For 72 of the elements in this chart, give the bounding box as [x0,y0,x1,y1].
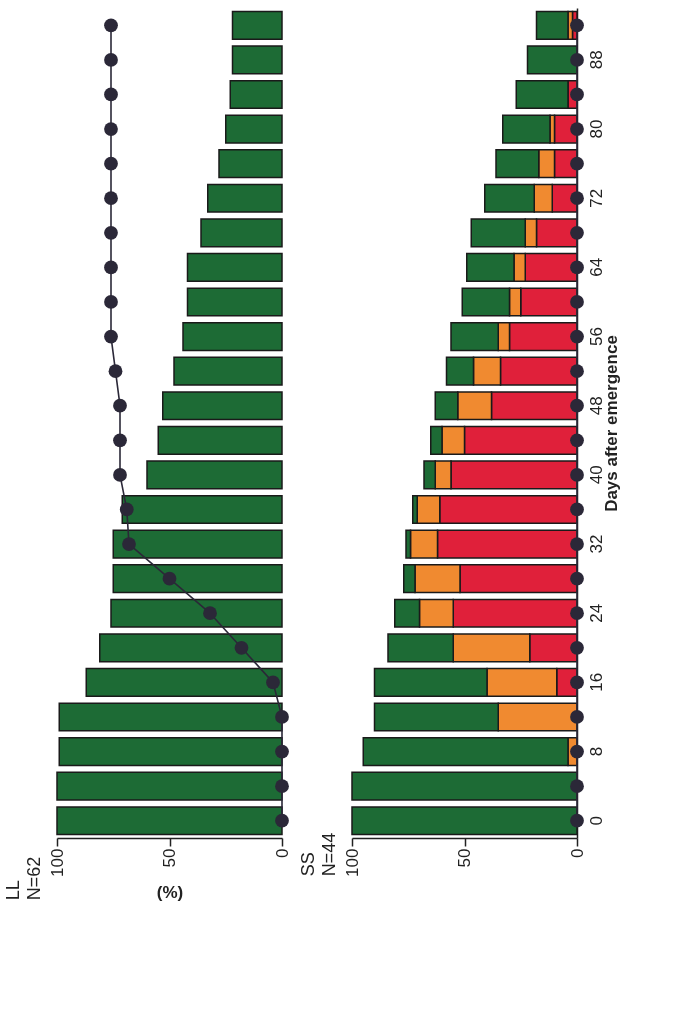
point [104,260,118,275]
point [104,53,118,67]
point [113,468,127,482]
point [162,571,177,586]
point [275,779,289,793]
x-axis-title: (%) [156,882,184,902]
point [104,329,118,344]
point [113,433,127,448]
bar [99,633,283,663]
bar [112,529,283,559]
bar [218,149,283,179]
bar [146,460,283,490]
bar [56,771,283,801]
y-tick-label: 80 [586,119,606,139]
bar [110,598,283,628]
text: LL [3,880,23,901]
bar [200,218,283,248]
bar [502,114,551,144]
bar [58,736,283,767]
y-tick-label: 32 [586,534,606,554]
bar [225,114,283,144]
bar [186,252,283,282]
bar [526,45,578,75]
y-tick-label: 16 [586,672,606,692]
point [275,744,289,759]
point [104,122,118,136]
y-tick-label: 64 [586,257,606,277]
bar [112,564,283,594]
x-tick-label: 0 [567,848,587,858]
point [108,364,123,378]
point [234,640,249,655]
x-tick-label: 100 [47,848,67,877]
x-tick-label: 50 [160,848,179,868]
bar [56,806,283,836]
point [122,537,136,551]
point [275,813,289,828]
y-tick-label: 24 [586,603,606,623]
point [203,606,217,621]
bar [229,79,283,110]
point [104,295,118,309]
bar [207,183,283,213]
bar [173,356,283,386]
y-tick-label: 8 [586,746,606,757]
text: N=44 [319,832,339,877]
bar [85,667,283,697]
bar [182,321,283,352]
x-tick-label: 100 [342,848,362,877]
bar [162,391,283,421]
y-tick-label: 72 [586,188,606,208]
bar [186,287,283,317]
point [266,675,280,690]
point [275,710,289,724]
bar [58,702,283,732]
point [113,398,127,413]
x-tick-label: 0 [272,848,292,858]
point [119,502,134,517]
point [104,156,118,171]
y-tick-label: 88 [586,50,606,70]
point [104,87,118,102]
bar [231,45,283,75]
x-tick-label: 50 [455,848,474,868]
y-tick-label: 0 [586,815,606,826]
point [104,18,118,33]
bar [231,10,283,40]
point [104,225,118,240]
text: N=62 [24,856,44,901]
bar [535,10,569,40]
point [104,191,118,206]
bar [157,425,283,455]
text: SS [298,852,318,877]
bar [121,494,283,525]
bar [351,771,578,801]
